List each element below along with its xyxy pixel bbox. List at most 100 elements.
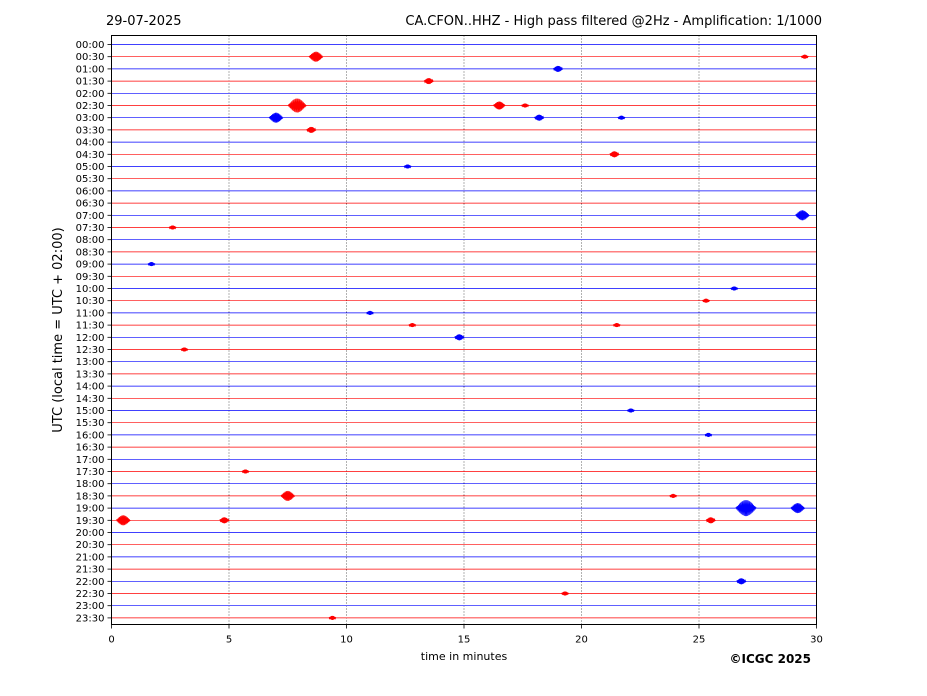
x-axis-label: time in minutes bbox=[421, 650, 508, 663]
date-label: 29-07-2025 bbox=[106, 14, 182, 29]
seismic-event bbox=[617, 115, 626, 120]
y-tick-label: 22:30 bbox=[76, 589, 105, 600]
seismic-event bbox=[736, 578, 747, 585]
y-tick-label: 11:30 bbox=[76, 321, 105, 332]
y-tick-label: 20:00 bbox=[76, 528, 105, 539]
y-tick-label: 07:00 bbox=[76, 211, 105, 222]
y-tick-label: 18:00 bbox=[76, 479, 105, 490]
seismic-event bbox=[534, 114, 545, 121]
y-tick-label: 17:30 bbox=[76, 467, 105, 478]
x-tick-label: 15 bbox=[458, 635, 471, 646]
seismic-event bbox=[287, 98, 307, 113]
y-tick-label: 08:30 bbox=[76, 247, 105, 258]
y-tick-label: 03:00 bbox=[76, 113, 105, 124]
y-tick-label: 13:00 bbox=[76, 357, 105, 368]
seismic-event bbox=[705, 517, 716, 524]
y-tick-label: 19:00 bbox=[76, 504, 105, 515]
seismic-event bbox=[493, 101, 506, 110]
seismic-events bbox=[115, 51, 810, 620]
y-tick-label: 12:30 bbox=[76, 345, 105, 356]
y-tick-label: 09:00 bbox=[76, 260, 105, 271]
seismic-event bbox=[306, 126, 317, 133]
x-tick-label: 20 bbox=[575, 635, 588, 646]
y-tick-label: 02:30 bbox=[76, 101, 105, 112]
y-tick-label: 04:30 bbox=[76, 150, 105, 161]
seismic-event bbox=[366, 310, 374, 315]
y-tick-label: 14:00 bbox=[76, 382, 105, 393]
seismic-event bbox=[147, 262, 156, 267]
y-axis-label: UTC (local time = UTC + 02:00) bbox=[51, 227, 66, 432]
x-axis-ticks: 0 5 10 15 20 25 30 bbox=[108, 624, 823, 646]
y-tick-label: 05:30 bbox=[76, 174, 105, 185]
y-tick-label: 10:00 bbox=[76, 284, 105, 295]
y-tick-label: 21:00 bbox=[76, 552, 105, 563]
x-tick-label: 5 bbox=[226, 635, 232, 646]
seismic-event bbox=[561, 591, 569, 596]
plot-frame bbox=[111, 35, 817, 625]
seismic-event bbox=[454, 334, 465, 341]
y-tick-label: 18:30 bbox=[76, 491, 105, 502]
seismic-event bbox=[702, 298, 711, 303]
seismic-event bbox=[626, 408, 635, 413]
y-tick-label: 08:00 bbox=[76, 235, 105, 246]
seismic-event bbox=[168, 225, 177, 230]
seismic-event bbox=[268, 112, 284, 123]
chart-title: CA.CFON..HHZ - High pass filtered @2Hz -… bbox=[405, 14, 822, 29]
y-tick-label: 06:30 bbox=[76, 199, 105, 210]
x-tick-label: 10 bbox=[340, 635, 353, 646]
seismic-event bbox=[408, 323, 417, 328]
y-tick-label: 00:30 bbox=[76, 52, 105, 63]
y-tick-label: 22:00 bbox=[76, 577, 105, 588]
seismic-event bbox=[308, 51, 324, 62]
y-tick-label: 17:00 bbox=[76, 455, 105, 466]
seismic-event bbox=[521, 103, 530, 108]
y-tick-label: 07:30 bbox=[76, 223, 105, 234]
seismic-event bbox=[790, 503, 805, 514]
vertical-gridlines bbox=[228, 35, 700, 625]
y-tick-label: 14:30 bbox=[76, 394, 105, 405]
seismic-event bbox=[795, 210, 810, 221]
y-tick-label: 23:00 bbox=[76, 601, 105, 612]
y-tick-label: 10:30 bbox=[76, 296, 105, 307]
y-tick-label: 05:00 bbox=[76, 162, 105, 173]
y-tick-label: 19:30 bbox=[76, 516, 105, 527]
y-tick-label: 03:30 bbox=[76, 125, 105, 136]
seismic-event bbox=[612, 323, 621, 328]
seismic-event bbox=[735, 500, 757, 517]
credit-label: ©ICGC 2025 bbox=[729, 652, 811, 666]
seismic-event bbox=[241, 469, 250, 474]
seismic-event bbox=[704, 432, 713, 437]
y-tick-label: 21:30 bbox=[76, 565, 105, 576]
seismic-event bbox=[219, 517, 230, 524]
y-tick-label: 04:00 bbox=[76, 138, 105, 149]
seismic-event bbox=[115, 515, 131, 526]
seismic-event bbox=[328, 615, 337, 620]
seismic-event bbox=[730, 286, 739, 291]
y-tick-label: 20:30 bbox=[76, 540, 105, 551]
y-tick-label: 06:00 bbox=[76, 186, 105, 197]
seismic-event bbox=[423, 78, 434, 85]
y-tick-label: 01:00 bbox=[76, 64, 105, 75]
seismic-event bbox=[609, 151, 620, 158]
seismic-event bbox=[180, 347, 189, 352]
y-tick-label: 15:00 bbox=[76, 406, 105, 417]
seismic-event bbox=[800, 54, 809, 59]
y-tick-label: 12:00 bbox=[76, 333, 105, 344]
y-tick-label: 13:30 bbox=[76, 369, 105, 380]
y-tick-label: 02:00 bbox=[76, 89, 105, 100]
y-tick-label: 16:00 bbox=[76, 430, 105, 441]
y-tick-label: 23:30 bbox=[76, 613, 105, 624]
y-tick-label: 15:30 bbox=[76, 418, 105, 429]
trace-lines bbox=[111, 44, 817, 619]
seismic-event bbox=[552, 65, 564, 72]
seismic-event bbox=[280, 490, 296, 501]
seismic-event bbox=[669, 493, 678, 498]
y-tick-label: 11:00 bbox=[76, 308, 105, 319]
x-tick-label: 30 bbox=[810, 635, 823, 646]
y-tick-label: 16:30 bbox=[76, 443, 105, 454]
x-tick-label: 25 bbox=[693, 635, 706, 646]
y-tick-label: 00:00 bbox=[76, 40, 105, 51]
y-tick-label: 01:30 bbox=[76, 77, 105, 88]
